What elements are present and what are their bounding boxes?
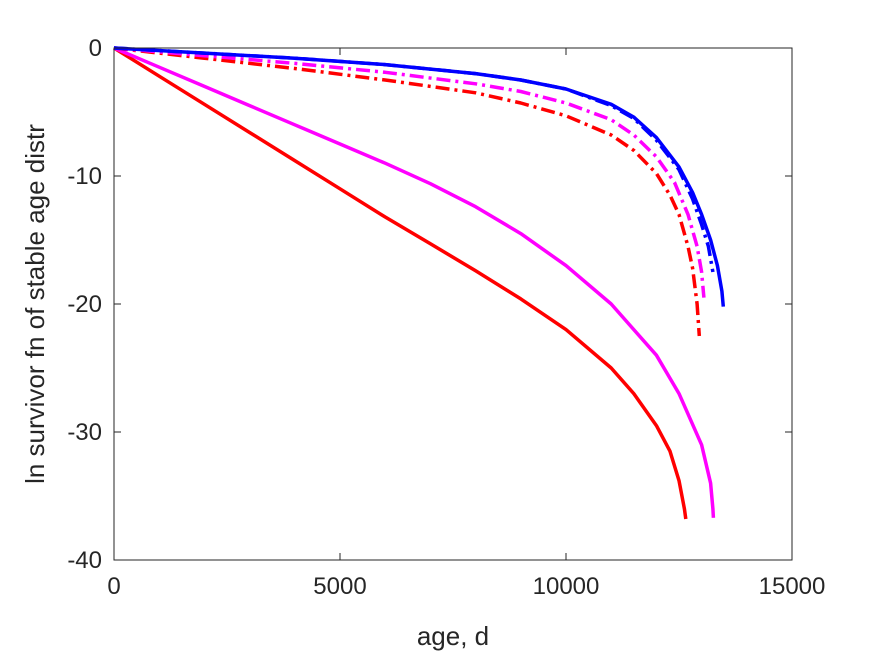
series-line-1	[113, 46, 688, 520]
y-tick-label: -20	[67, 291, 102, 318]
series-line-4	[113, 46, 706, 298]
x-tick-label: 10000	[533, 573, 600, 600]
x-axis-label: age, d	[417, 621, 489, 651]
plot-area	[114, 48, 792, 560]
x-tick-label: 15000	[759, 573, 826, 600]
y-axis-label: ln survivor fn of stable age distr	[20, 124, 50, 484]
y-tick-label: -40	[67, 547, 102, 574]
plot-frame	[113, 47, 793, 561]
x-tick-label: 0	[107, 573, 120, 600]
series-line-3	[113, 46, 702, 337]
y-tick-label: -30	[67, 419, 102, 446]
series-line-6	[113, 46, 726, 307]
x-tick-label: 5000	[313, 573, 366, 600]
axes-layer: 0 5000 10000 15000 0 -10 -20 -30 -40	[67, 35, 825, 600]
series-layer	[113, 46, 726, 520]
y-tick-label: 0	[89, 35, 102, 62]
series-line-2	[113, 46, 716, 518]
y-tick-label: -10	[67, 163, 102, 190]
